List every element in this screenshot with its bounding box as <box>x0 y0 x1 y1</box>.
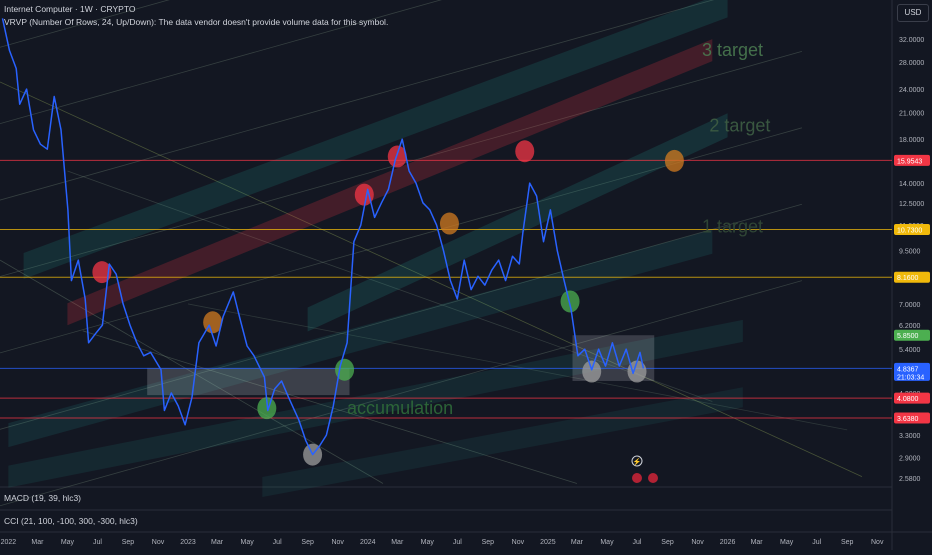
symbol-title: Internet Computer · 1W · CRYPTO <box>4 4 136 14</box>
price-label: 4.8367 <box>897 366 919 373</box>
y-tick-label: 21.0000 <box>899 110 924 117</box>
annotation-label: 1 target <box>702 217 763 237</box>
y-tick-label: 7.0000 <box>899 302 921 309</box>
y-tick-label: 2.9000 <box>899 456 921 463</box>
x-tick-label: Nov <box>871 539 884 546</box>
trend-line-rising <box>0 203 803 430</box>
price-line <box>1 18 645 456</box>
price-label-bg <box>894 154 930 166</box>
y-tick-label: 9.5000 <box>899 249 921 256</box>
price-label-bg <box>894 392 930 404</box>
x-tick-label: Sep <box>301 539 314 546</box>
y-tick-label: 5.4000 <box>899 347 921 354</box>
x-tick-label: Sep <box>122 539 135 546</box>
currency-button[interactable]: USD <box>897 4 929 22</box>
trend-line-rising <box>0 0 715 201</box>
trend-line-falling <box>82 330 578 484</box>
y-tick-label: 28.0000 <box>899 60 924 67</box>
price-label-bg <box>894 271 930 283</box>
marker-circle <box>439 212 459 235</box>
marker-circle <box>627 360 647 383</box>
marker-circle <box>664 149 684 172</box>
y-tick-label: 2.5800 <box>899 476 921 483</box>
x-tick-label: Sep <box>482 539 495 546</box>
x-tick-label: May <box>61 539 75 546</box>
y-tick-label: 6.2000 <box>899 323 921 330</box>
x-tick-label: 2023 <box>180 539 196 546</box>
price-label: 3.6380 <box>897 416 919 423</box>
marker-circle <box>515 140 535 163</box>
x-tick-label: Mar <box>211 539 224 546</box>
price-label-bg <box>894 362 930 381</box>
green-channel-1 <box>8 229 713 448</box>
x-tick-label: Sep <box>661 539 674 546</box>
x-tick-label: Mar <box>571 539 584 546</box>
x-tick-label: Mar <box>31 539 44 546</box>
annotation-label: accumulation <box>347 398 453 418</box>
price-label: 15.9543 <box>897 158 922 165</box>
flag-icon <box>632 473 642 483</box>
x-tick-label: Nov <box>512 539 525 546</box>
y-tick-label: 18.0000 <box>899 137 924 144</box>
x-tick-label: Nov <box>691 539 704 546</box>
lightning-icon <box>631 455 643 467</box>
marker-circle <box>92 261 112 284</box>
x-tick-label: Nov <box>152 539 165 546</box>
annotation-label: 3 target <box>702 40 763 60</box>
marker-circle <box>387 145 407 168</box>
accumulation-box <box>147 367 350 396</box>
green-channel-floor <box>262 387 743 497</box>
x-tick-label: Jul <box>273 539 282 546</box>
y-tick-label: 32.0000 <box>899 37 924 44</box>
x-tick-label: Jul <box>453 539 462 546</box>
green-channel-upper <box>23 0 728 280</box>
price-label: 10.7300 <box>897 227 922 234</box>
x-tick-label: Nov <box>331 539 344 546</box>
x-tick-label: Mar <box>751 539 764 546</box>
x-tick-label: May <box>241 539 255 546</box>
y-tick-label: 14.0000 <box>899 181 924 188</box>
marker-circle <box>582 360 602 383</box>
flag-icon <box>648 473 658 483</box>
x-tick-label: 2024 <box>360 539 376 546</box>
x-tick-label: 2022 <box>1 539 17 546</box>
x-tick-label: Jul <box>93 539 102 546</box>
y-tick-label: 3.3000 <box>899 433 921 440</box>
x-tick-label: 2025 <box>540 539 556 546</box>
x-tick-label: May <box>421 539 435 546</box>
y-tick-label: 12.5000 <box>899 201 924 208</box>
price-label-bg <box>894 329 930 341</box>
vrvp-note: VRVP (Number Of Rows, 24, Up/Down): The … <box>4 17 389 27</box>
trend-line-rising <box>0 0 442 125</box>
x-tick-label: May <box>780 539 794 546</box>
green-channel-low <box>8 319 743 488</box>
trend-line-rising <box>0 280 803 507</box>
y-tick-label: 24.0000 <box>899 87 924 94</box>
price-label-bg <box>894 223 930 235</box>
x-tick-label: Jul <box>633 539 642 546</box>
trend-line-falling <box>187 303 848 431</box>
x-tick-label: Mar <box>391 539 404 546</box>
macd-label[interactable]: MACD (19, 39, hlc3) <box>4 493 81 503</box>
price-label: 4.0800 <box>897 396 919 403</box>
price-label: 5.8500 <box>897 333 919 340</box>
price-label: 8.1600 <box>897 275 919 282</box>
annotation-label: 2 target <box>709 115 770 135</box>
countdown-label: 21:03:34 <box>897 374 924 381</box>
trend-line-rising <box>0 0 170 48</box>
marker-circle <box>354 183 374 206</box>
lightning-icon-glyph: ⚡ <box>633 457 642 466</box>
x-tick-label: Sep <box>841 539 854 546</box>
price-label-bg <box>894 412 930 424</box>
x-tick-label: Jul <box>812 539 821 546</box>
cci-label[interactable]: CCI (21, 100, -100, 300, -300, hlc3) <box>4 516 138 526</box>
x-tick-label: May <box>600 539 614 546</box>
x-tick-label: 2026 <box>720 539 736 546</box>
marker-circle <box>560 290 580 313</box>
trend-line-falling <box>0 81 863 478</box>
marker-circle <box>335 358 355 381</box>
